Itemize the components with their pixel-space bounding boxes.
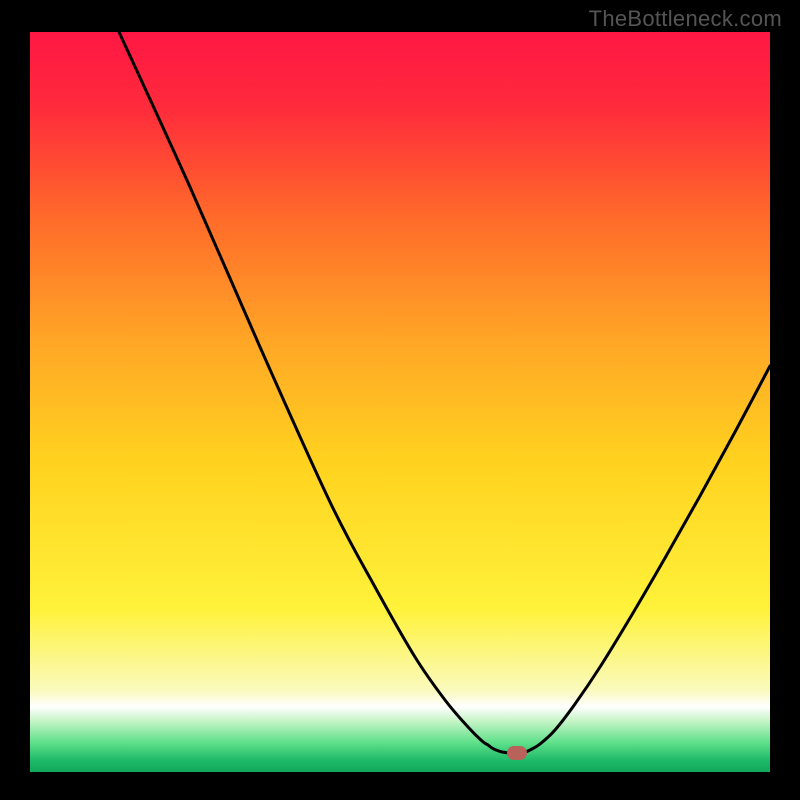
optimal-point-marker [507,746,527,760]
bottleneck-curve [30,32,770,772]
watermark-text: TheBottleneck.com [589,6,782,32]
chart-plot-area [30,32,770,772]
